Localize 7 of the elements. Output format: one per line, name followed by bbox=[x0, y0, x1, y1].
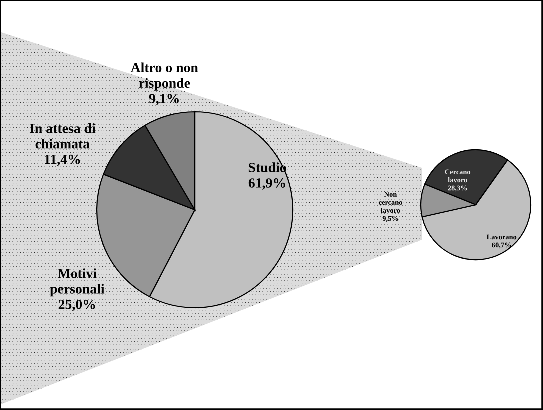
slice-label: In attesa di chiamata bbox=[30, 124, 96, 149]
slice-label: Altro o non risponde bbox=[130, 62, 198, 91]
slice-label: Motivi personali bbox=[50, 268, 105, 297]
data-label: 11,4% bbox=[45, 154, 80, 166]
data-label: 61,9% bbox=[248, 178, 286, 190]
data-label: 25,0% bbox=[58, 300, 96, 312]
data-label: 9,1% bbox=[149, 94, 179, 106]
